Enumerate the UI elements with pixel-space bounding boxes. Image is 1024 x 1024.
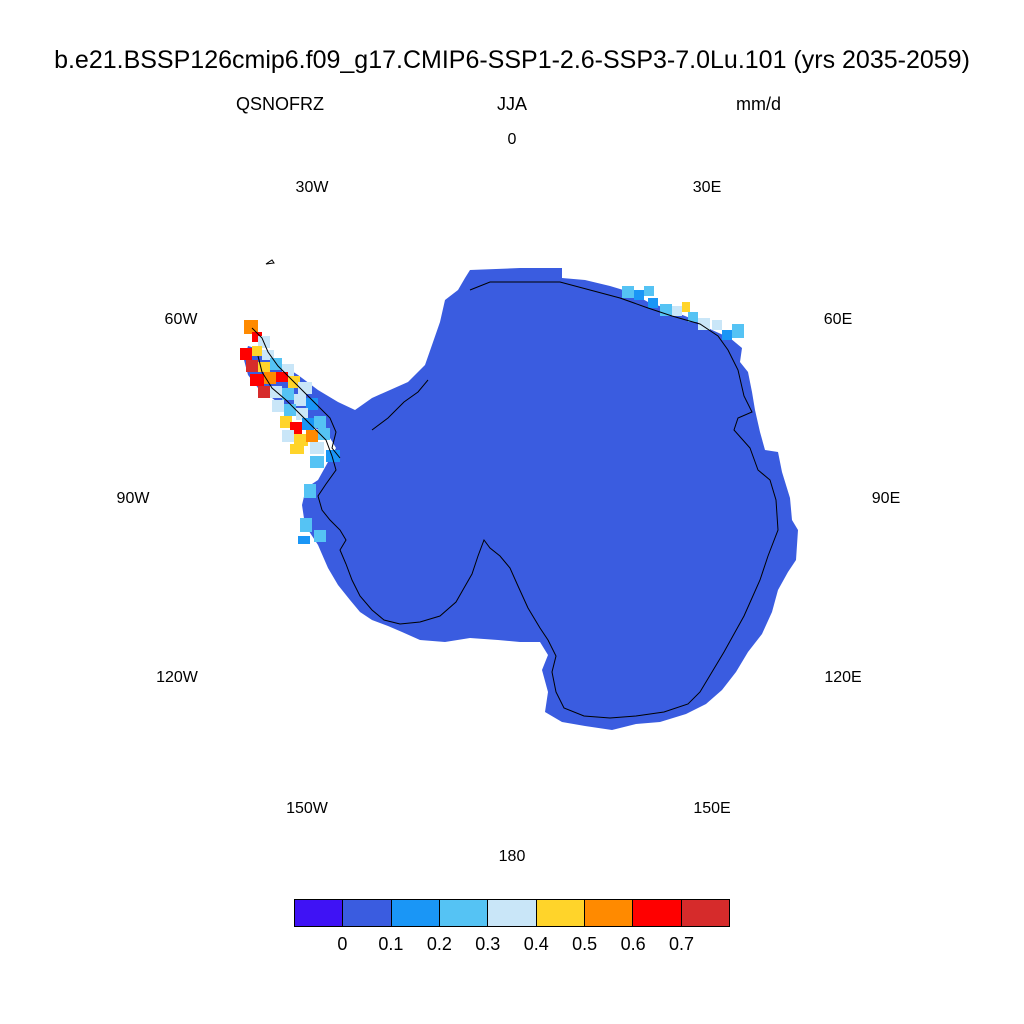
coastline: [257, 281, 779, 719]
colorbar-label-2: 0.2: [426, 934, 452, 954]
lon-label-120w: 120W: [156, 669, 198, 686]
season-label: JJA: [496, 94, 527, 114]
plot-title: b.e21.BSSP126cmip6.f09_g17.CMIP6-SSP1-2.…: [54, 46, 970, 74]
east-coast-cells: [622, 286, 744, 340]
colorbar-box-8: [681, 900, 729, 926]
colorbar-label-5: 0.5: [572, 934, 598, 954]
lon-label-30w: 30W: [295, 179, 329, 196]
colorbar: [294, 899, 730, 927]
colorbar-label-4: 0.4: [523, 934, 549, 954]
units-label: mm/d: [736, 94, 781, 114]
lon-label-150e: 150E: [693, 800, 731, 817]
colorbar-box-7: [633, 900, 682, 926]
variable-name: QSNOFRZ: [236, 94, 324, 114]
lon-label-30e: 30E: [692, 179, 722, 196]
antarctica-landmass: [244, 268, 798, 730]
lon-label-60w: 60W: [164, 311, 198, 328]
lon-label-60e: 60E: [823, 311, 853, 328]
lon-label-120e: 120E: [824, 669, 862, 686]
colorbar-label-6: 0.6: [620, 934, 646, 954]
colorbar-box-2: [391, 900, 440, 926]
colorbar-box-3: [439, 900, 489, 926]
peninsula-coastline: [251, 327, 341, 459]
lon-label-150w: 150W: [286, 800, 328, 817]
colorbar-box-1: [343, 900, 392, 926]
small-island: [265, 259, 275, 265]
colorbar-box-5: [536, 900, 585, 926]
ice-shelf-line: [371, 379, 429, 431]
colorbar-label-0: 0: [337, 934, 348, 954]
colorbar-label-1: 0.1: [378, 934, 404, 954]
colorbar-box-6: [584, 900, 634, 926]
lon-label-90w: 90W: [116, 490, 150, 507]
lon-label-90e: 90E: [871, 490, 901, 507]
colorbar-box-0: [295, 900, 344, 926]
lon-label-0: 0: [507, 131, 517, 148]
colorbar-box-4: [488, 900, 537, 926]
colorbar-label-3: 0.3: [475, 934, 501, 954]
colorbar-label-7: 0.7: [669, 934, 695, 954]
lon-label-180: 180: [498, 848, 526, 865]
